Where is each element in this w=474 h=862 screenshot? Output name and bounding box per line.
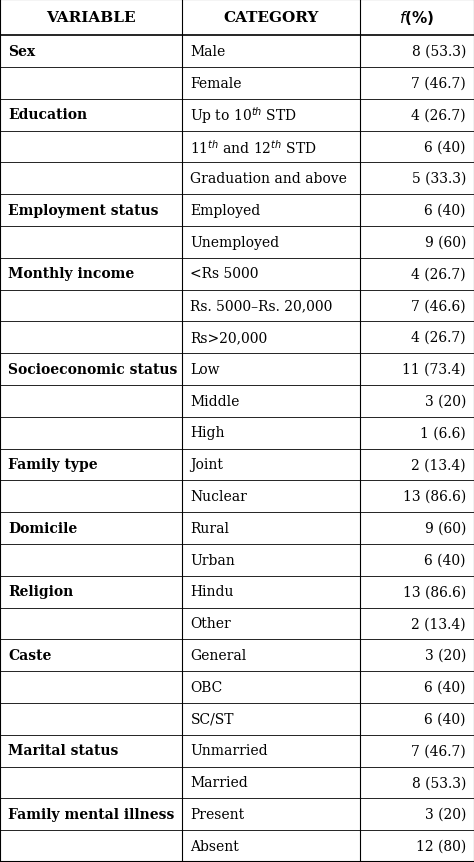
Text: 11 (73.4): 11 (73.4) (402, 363, 466, 377)
Text: 13 (86.6): 13 (86.6) (403, 585, 466, 599)
Text: 2 (13.4): 2 (13.4) (411, 616, 466, 631)
Text: $\mathit{f}$(%): $\mathit{f}$(%) (400, 9, 435, 27)
Text: Up to 10$^{th}$ STD: Up to 10$^{th}$ STD (191, 105, 297, 126)
Text: 5 (33.3): 5 (33.3) (411, 172, 466, 186)
Text: Other: Other (191, 616, 231, 631)
Text: CATEGORY: CATEGORY (224, 11, 319, 25)
Text: Monthly income: Monthly income (8, 267, 134, 281)
Text: Family mental illness: Family mental illness (8, 808, 174, 821)
Text: General: General (191, 648, 247, 663)
Text: 3 (20): 3 (20) (425, 394, 466, 409)
Text: 8 (53.3): 8 (53.3) (411, 776, 466, 790)
Text: 7 (46.7): 7 (46.7) (411, 744, 466, 758)
Text: 4 (26.7): 4 (26.7) (411, 109, 466, 122)
Text: 9 (60): 9 (60) (425, 235, 466, 249)
Text: Absent: Absent (191, 839, 239, 853)
Text: Socioeconomic status: Socioeconomic status (8, 363, 177, 377)
Text: 3 (20): 3 (20) (425, 648, 466, 663)
Text: 6 (40): 6 (40) (425, 712, 466, 726)
Text: 12 (80): 12 (80) (416, 839, 466, 853)
Text: Education: Education (8, 109, 87, 122)
Text: 6 (40): 6 (40) (425, 680, 466, 694)
Text: Married: Married (191, 776, 248, 790)
Text: Rural: Rural (191, 522, 229, 535)
Text: 11$^{th}$ and 12$^{th}$ STD: 11$^{th}$ and 12$^{th}$ STD (191, 138, 317, 156)
Text: Rs>20,000: Rs>20,000 (191, 331, 268, 345)
Text: Low: Low (191, 363, 220, 377)
Text: Caste: Caste (8, 648, 51, 663)
Text: Urban: Urban (191, 553, 235, 567)
Text: Unmarried: Unmarried (191, 744, 268, 758)
Text: Employment status: Employment status (8, 203, 158, 218)
Text: Religion: Religion (8, 585, 73, 599)
Text: Domicile: Domicile (8, 522, 77, 535)
Text: 7 (46.7): 7 (46.7) (411, 77, 466, 91)
Text: 6 (40): 6 (40) (425, 553, 466, 567)
Text: 6 (40): 6 (40) (425, 203, 466, 218)
Text: VARIABLE: VARIABLE (46, 11, 136, 25)
Text: Male: Male (191, 45, 226, 59)
Text: 3 (20): 3 (20) (425, 808, 466, 821)
Text: 6 (40): 6 (40) (425, 141, 466, 154)
Text: 9 (60): 9 (60) (425, 522, 466, 535)
Text: 2 (13.4): 2 (13.4) (411, 458, 466, 472)
Text: Middle: Middle (191, 394, 240, 409)
Text: Marital status: Marital status (8, 744, 118, 758)
Text: <Rs 5000: <Rs 5000 (191, 267, 259, 281)
Text: Graduation and above: Graduation and above (191, 172, 347, 186)
Text: OBC: OBC (191, 680, 223, 694)
Text: Family type: Family type (8, 458, 98, 472)
Text: SC/ST: SC/ST (191, 712, 234, 726)
Text: Unemployed: Unemployed (191, 235, 280, 249)
Text: Female: Female (191, 77, 242, 91)
Text: Hindu: Hindu (191, 585, 234, 599)
Text: Employed: Employed (191, 203, 261, 218)
Text: Present: Present (191, 808, 245, 821)
Text: Joint: Joint (191, 458, 223, 472)
Text: 13 (86.6): 13 (86.6) (403, 490, 466, 503)
Text: Sex: Sex (8, 45, 35, 59)
Text: High: High (191, 426, 225, 440)
Text: Rs. 5000–Rs. 20,000: Rs. 5000–Rs. 20,000 (191, 299, 333, 313)
Text: 4 (26.7): 4 (26.7) (411, 331, 466, 345)
Text: 7 (46.6): 7 (46.6) (411, 299, 466, 313)
Text: Nuclear: Nuclear (191, 490, 247, 503)
Text: 4 (26.7): 4 (26.7) (411, 267, 466, 281)
Text: 1 (6.6): 1 (6.6) (420, 426, 466, 440)
Text: 8 (53.3): 8 (53.3) (411, 45, 466, 59)
